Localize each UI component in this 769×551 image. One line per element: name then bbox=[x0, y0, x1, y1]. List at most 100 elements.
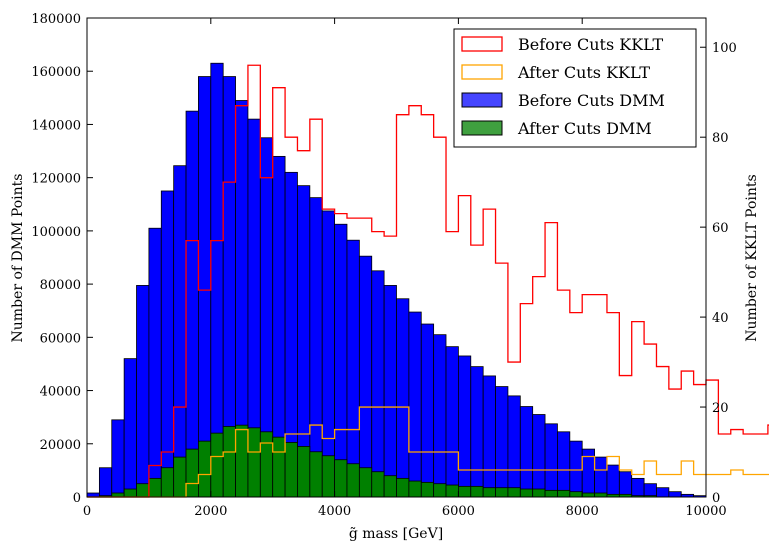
after-cuts-dmm-bar-31 bbox=[470, 485, 484, 498]
before-cuts-dmm-bar-42 bbox=[606, 464, 620, 498]
before-cuts-dmm-bar-30 bbox=[457, 355, 472, 498]
after-cuts-dmm-bar-5 bbox=[148, 477, 162, 498]
legend-item-before-cuts-dmm: Before Cuts DMM bbox=[461, 91, 665, 110]
y-left-tick-label-0: 0 bbox=[73, 491, 81, 506]
after-cuts-dmm-bar-22 bbox=[358, 467, 373, 498]
before-cuts-dmm-bar-7 bbox=[173, 165, 187, 498]
y-left-tick-label-2: 40000 bbox=[40, 385, 81, 400]
after-cuts-dmm-bar-9 bbox=[198, 440, 212, 498]
y-axis-left-ticks: 0 20000 40000 60000 80000 100000 120000 140000 1… bbox=[31, 12, 93, 506]
before-cuts-dmm-bar-35 bbox=[519, 406, 534, 498]
after-cuts-dmm-bar-19 bbox=[321, 455, 336, 498]
before-cuts-dmm-bar-27 bbox=[420, 323, 435, 498]
before-cuts-dmm-bar-36 bbox=[532, 414, 546, 498]
before-cuts-dmm-bar-2 bbox=[111, 419, 125, 498]
before-cuts-dmm-bar-20 bbox=[334, 223, 348, 498]
legend-swatch-after-cuts-dmm bbox=[461, 120, 503, 136]
before-cuts-dmm-bar-33 bbox=[495, 386, 509, 498]
y-right-tick-label-4: 80 bbox=[712, 131, 729, 146]
before-cuts-dmm-bar-32 bbox=[482, 375, 496, 498]
after-cuts-dmm-bar-24 bbox=[383, 475, 397, 498]
x-axis-ticks: 0 2000 4000 6000 8000 10000 bbox=[83, 18, 727, 519]
plot-area bbox=[86, 62, 769, 498]
y-right-tick-label-5: 100 bbox=[712, 41, 737, 56]
x-tick-label-4: 8000 bbox=[566, 504, 599, 519]
legend-swatch-before-cuts-dmm bbox=[461, 92, 503, 108]
before-cuts-dmm-bar-21 bbox=[346, 239, 360, 498]
after-cuts-dmm-bar-17 bbox=[297, 446, 311, 498]
x-tick-label-5: 10000 bbox=[685, 504, 726, 519]
legend-item-after-cuts-kklt: After Cuts KKLT bbox=[461, 63, 650, 82]
before-cuts-dmm-bar-43 bbox=[618, 471, 633, 498]
after-cuts-dmm-bar-37 bbox=[544, 489, 558, 498]
y-left-tick-label-8: 160000 bbox=[31, 65, 81, 80]
y-right-tick-label-2: 40 bbox=[712, 311, 729, 326]
y-left-tick-label-5: 100000 bbox=[31, 225, 81, 240]
before-cuts-dmm-bar-6 bbox=[160, 190, 175, 498]
after-cuts-dmm-bar-23 bbox=[371, 471, 385, 498]
before-cuts-dmm-bar-24 bbox=[383, 285, 397, 498]
after-cuts-dmm-bar-25 bbox=[396, 477, 410, 498]
after-cuts-dmm-bar-35 bbox=[519, 488, 534, 498]
before-cuts-dmm-bar-47 bbox=[668, 491, 682, 498]
after-cuts-dmm-bar-30 bbox=[457, 485, 472, 498]
y-left-tick-label-9: 180000 bbox=[31, 12, 81, 27]
legend-label-before-cuts-kklt: Before Cuts KKLT bbox=[518, 35, 663, 54]
y-left-tick-label-4: 80000 bbox=[40, 278, 81, 293]
after-cuts-dmm-bar-39 bbox=[569, 491, 583, 498]
before-cuts-dmm-bar-45 bbox=[643, 483, 657, 498]
after-cuts-dmm-bar-13 bbox=[247, 427, 261, 498]
after-cuts-dmm-bar-6 bbox=[160, 467, 175, 498]
before-cuts-dmm-bar-19 bbox=[321, 210, 336, 498]
after-cuts-dmm-bar-11 bbox=[222, 426, 236, 498]
after-cuts-dmm-bar-21 bbox=[346, 463, 360, 498]
y-axis-right-title: Number of KKLT Points bbox=[744, 174, 760, 341]
before-cuts-dmm-bar-1 bbox=[98, 467, 113, 498]
after-cuts-dmm-bar-38 bbox=[557, 489, 571, 498]
y-left-tick-label-3: 60000 bbox=[40, 331, 81, 346]
x-tick-label-3: 6000 bbox=[442, 504, 475, 519]
x-tick-label-2: 4000 bbox=[318, 504, 351, 519]
before-cuts-dmm-bar-44 bbox=[631, 477, 645, 498]
before-cuts-dmm-bar-41 bbox=[594, 456, 608, 498]
after-cuts-dmm-bar-20 bbox=[334, 459, 348, 498]
y-right-tick-label-0: 0 bbox=[712, 491, 720, 506]
series-before-cuts-dmm bbox=[86, 62, 707, 498]
legend-label-after-cuts-dmm: After Cuts DMM bbox=[517, 119, 652, 138]
after-cuts-dmm-bar-8 bbox=[185, 448, 199, 498]
y-left-tick-label-1: 20000 bbox=[40, 438, 81, 453]
after-cuts-dmm-bar-14 bbox=[259, 431, 274, 498]
before-cuts-dmm-bar-37 bbox=[544, 423, 558, 498]
after-cuts-dmm-bar-4 bbox=[136, 483, 150, 498]
after-cuts-dmm-bar-15 bbox=[272, 436, 286, 498]
before-cuts-dmm-bar-39 bbox=[569, 440, 583, 498]
after-cuts-dmm-bar-28 bbox=[433, 483, 447, 498]
after-cuts-dmm-bar-34 bbox=[507, 487, 521, 498]
legend-label-before-cuts-dmm: Before Cuts DMM bbox=[518, 91, 665, 110]
y-axis-right-ticks: 0 20 40 60 80 100 bbox=[700, 41, 737, 506]
before-cuts-dmm-bar-29 bbox=[445, 346, 459, 498]
series-after-cuts-kklt bbox=[87, 406, 769, 498]
x-tick-label-0: 0 bbox=[83, 504, 91, 519]
before-cuts-dmm-bar-46 bbox=[656, 487, 670, 498]
y-right-tick-label-3: 60 bbox=[712, 221, 729, 236]
plot-frame bbox=[86, 17, 707, 498]
y-left-tick-label-6: 120000 bbox=[31, 172, 81, 187]
x-tick-label-1: 2000 bbox=[194, 504, 227, 519]
before-cuts-dmm-bar-3 bbox=[123, 358, 137, 498]
before-cuts-dmm-bar-8 bbox=[185, 110, 199, 498]
after-cuts-dmm-bar-18 bbox=[309, 451, 323, 498]
x-axis-title: g̃ mass [GeV] bbox=[349, 526, 443, 542]
before-cuts-dmm-bar-38 bbox=[557, 431, 571, 498]
y-left-tick-label-7: 140000 bbox=[31, 118, 81, 133]
before-cuts-dmm-bar-22 bbox=[358, 255, 373, 498]
legend-swatch-after-cuts-kklt bbox=[461, 64, 503, 80]
after-cuts-dmm-bar-26 bbox=[408, 480, 422, 498]
after-cuts-dmm-bar-12 bbox=[235, 424, 249, 498]
after-cuts-dmm-bar-36 bbox=[532, 488, 546, 498]
after-cuts-dmm-bar-33 bbox=[495, 487, 509, 498]
before-cuts-dmm-bar-10 bbox=[210, 62, 224, 498]
after-cuts-dmm-bar-16 bbox=[284, 442, 298, 498]
legend-item-after-cuts-dmm: After Cuts DMM bbox=[461, 119, 652, 138]
